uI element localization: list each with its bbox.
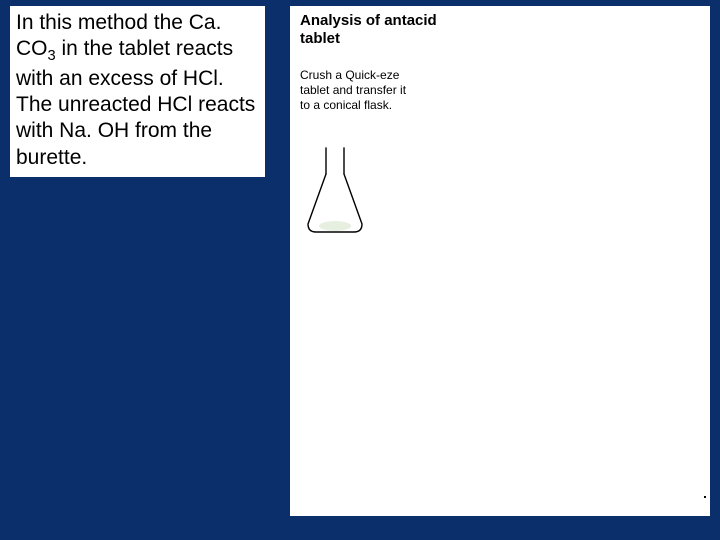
method-text-subscript: 3 [48,48,56,64]
corner-dot [704,496,706,498]
conical-flask-icon [300,146,380,236]
analysis-step-text: Crush a Quick-eze tablet and transfer it… [300,68,410,113]
analysis-title: Analysis of antacid tablet [300,12,450,48]
method-description-box: In this method the Ca. CO3 in the tablet… [10,6,265,177]
analysis-panel: Analysis of antacid tablet Crush a Quick… [290,6,710,516]
